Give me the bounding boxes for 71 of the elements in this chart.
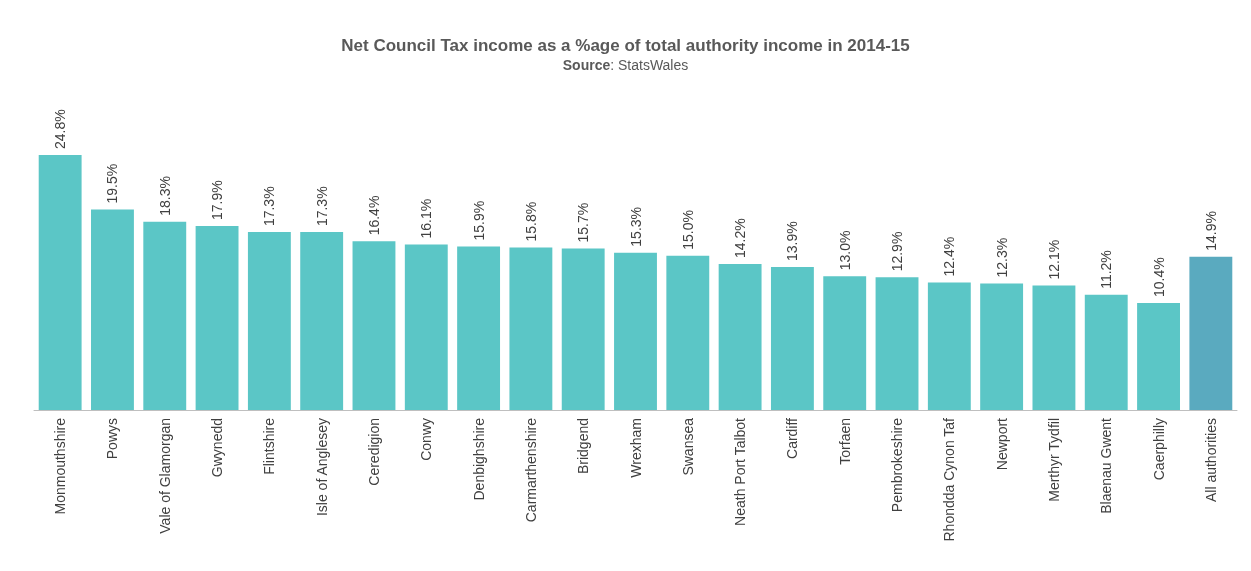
bar: [1084, 294, 1128, 410]
data-label: 14.9%: [1202, 211, 1219, 251]
chart-subtitle: Source: StatsWales: [562, 57, 689, 73]
x-tick-label: Powys: [104, 418, 121, 460]
x-tick-label: Rhondda Cynon Taf: [941, 417, 958, 542]
bar: [823, 276, 867, 410]
chart-title: Net Council Tax income as a %age of total authority income in 2014-15: [341, 36, 910, 55]
data-label: 17.9%: [209, 180, 226, 220]
x-tick-label: Cardiff: [784, 417, 801, 459]
bar: [561, 248, 605, 410]
bar: [666, 255, 710, 410]
x-tick-label: Pembrokeshire: [889, 417, 906, 513]
data-label: 10.4%: [1150, 257, 1167, 298]
x-tick-label: Blaenau Gwent: [1098, 417, 1115, 514]
data-label: 15.8%: [522, 201, 539, 242]
bar: [718, 263, 762, 410]
x-tick-label: Isle of Anglesey: [313, 418, 330, 517]
bar: [300, 232, 344, 410]
data-label: 15.3%: [627, 206, 644, 247]
x-tick-label: Torfaen: [836, 418, 853, 465]
x-tick-label: Flintshire: [261, 417, 278, 475]
x-tick-label: Carmarthenshire: [522, 417, 539, 523]
bar: [38, 155, 82, 410]
bar: [927, 282, 971, 410]
bar: [247, 232, 291, 410]
x-tick-label: Gwynedd: [209, 418, 226, 478]
x-tick-label: Caerphilly: [1150, 418, 1167, 481]
x-tick-label: Merthyr Tydfil: [1045, 418, 1062, 502]
bar: [91, 209, 134, 410]
x-tick-label: Wrexham: [627, 418, 644, 478]
x-tick-label: Denbighshire: [470, 417, 487, 501]
data-label: 15.0%: [679, 210, 696, 250]
data-label: 17.3%: [261, 186, 278, 227]
x-tick-label: Bridgend: [575, 418, 592, 475]
data-label: 15.7%: [575, 202, 592, 243]
data-label: 12.4%: [941, 236, 958, 277]
x-tick-label: Swansea: [679, 417, 696, 476]
bar: [509, 247, 553, 410]
x-tick-label: Vale of Glamorgan: [156, 418, 173, 534]
data-label: 19.5%: [104, 163, 121, 204]
data-label: 13.9%: [784, 221, 801, 262]
data-label: 12.1%: [1045, 239, 1062, 280]
bar: [195, 225, 239, 410]
bar: [1189, 256, 1233, 410]
bar: [1032, 285, 1076, 410]
x-tick-label: Ceredigion: [365, 418, 382, 486]
bar: [980, 283, 1024, 410]
x-tick-label: Monmouthshire: [52, 417, 69, 515]
bar: [1137, 303, 1180, 410]
bar: [614, 252, 657, 410]
data-label: 12.3%: [993, 237, 1010, 278]
data-label: 16.1%: [418, 198, 435, 239]
data-label: 24.8%: [52, 109, 69, 149]
data-label: 12.9%: [889, 231, 906, 272]
data-label: 13.0%: [836, 230, 853, 271]
bar: [875, 277, 919, 410]
data-label: 14.2%: [732, 218, 749, 258]
data-label: 18.3%: [156, 176, 173, 216]
bar: [770, 267, 814, 410]
bar: [352, 241, 396, 410]
bar: [457, 246, 501, 410]
x-tick-label: Newport: [993, 417, 1010, 471]
data-label: 11.2%: [1098, 250, 1115, 289]
x-tick-label: Neath Port Talbot: [732, 417, 749, 526]
data-label: 15.9%: [470, 200, 487, 241]
bar: [143, 221, 187, 410]
x-tick-label: Conwy: [418, 418, 435, 461]
x-tick-label: All authorities: [1202, 418, 1219, 503]
data-label: 17.3%: [313, 186, 330, 227]
bar: [404, 244, 448, 410]
data-label: 16.4%: [365, 195, 382, 236]
